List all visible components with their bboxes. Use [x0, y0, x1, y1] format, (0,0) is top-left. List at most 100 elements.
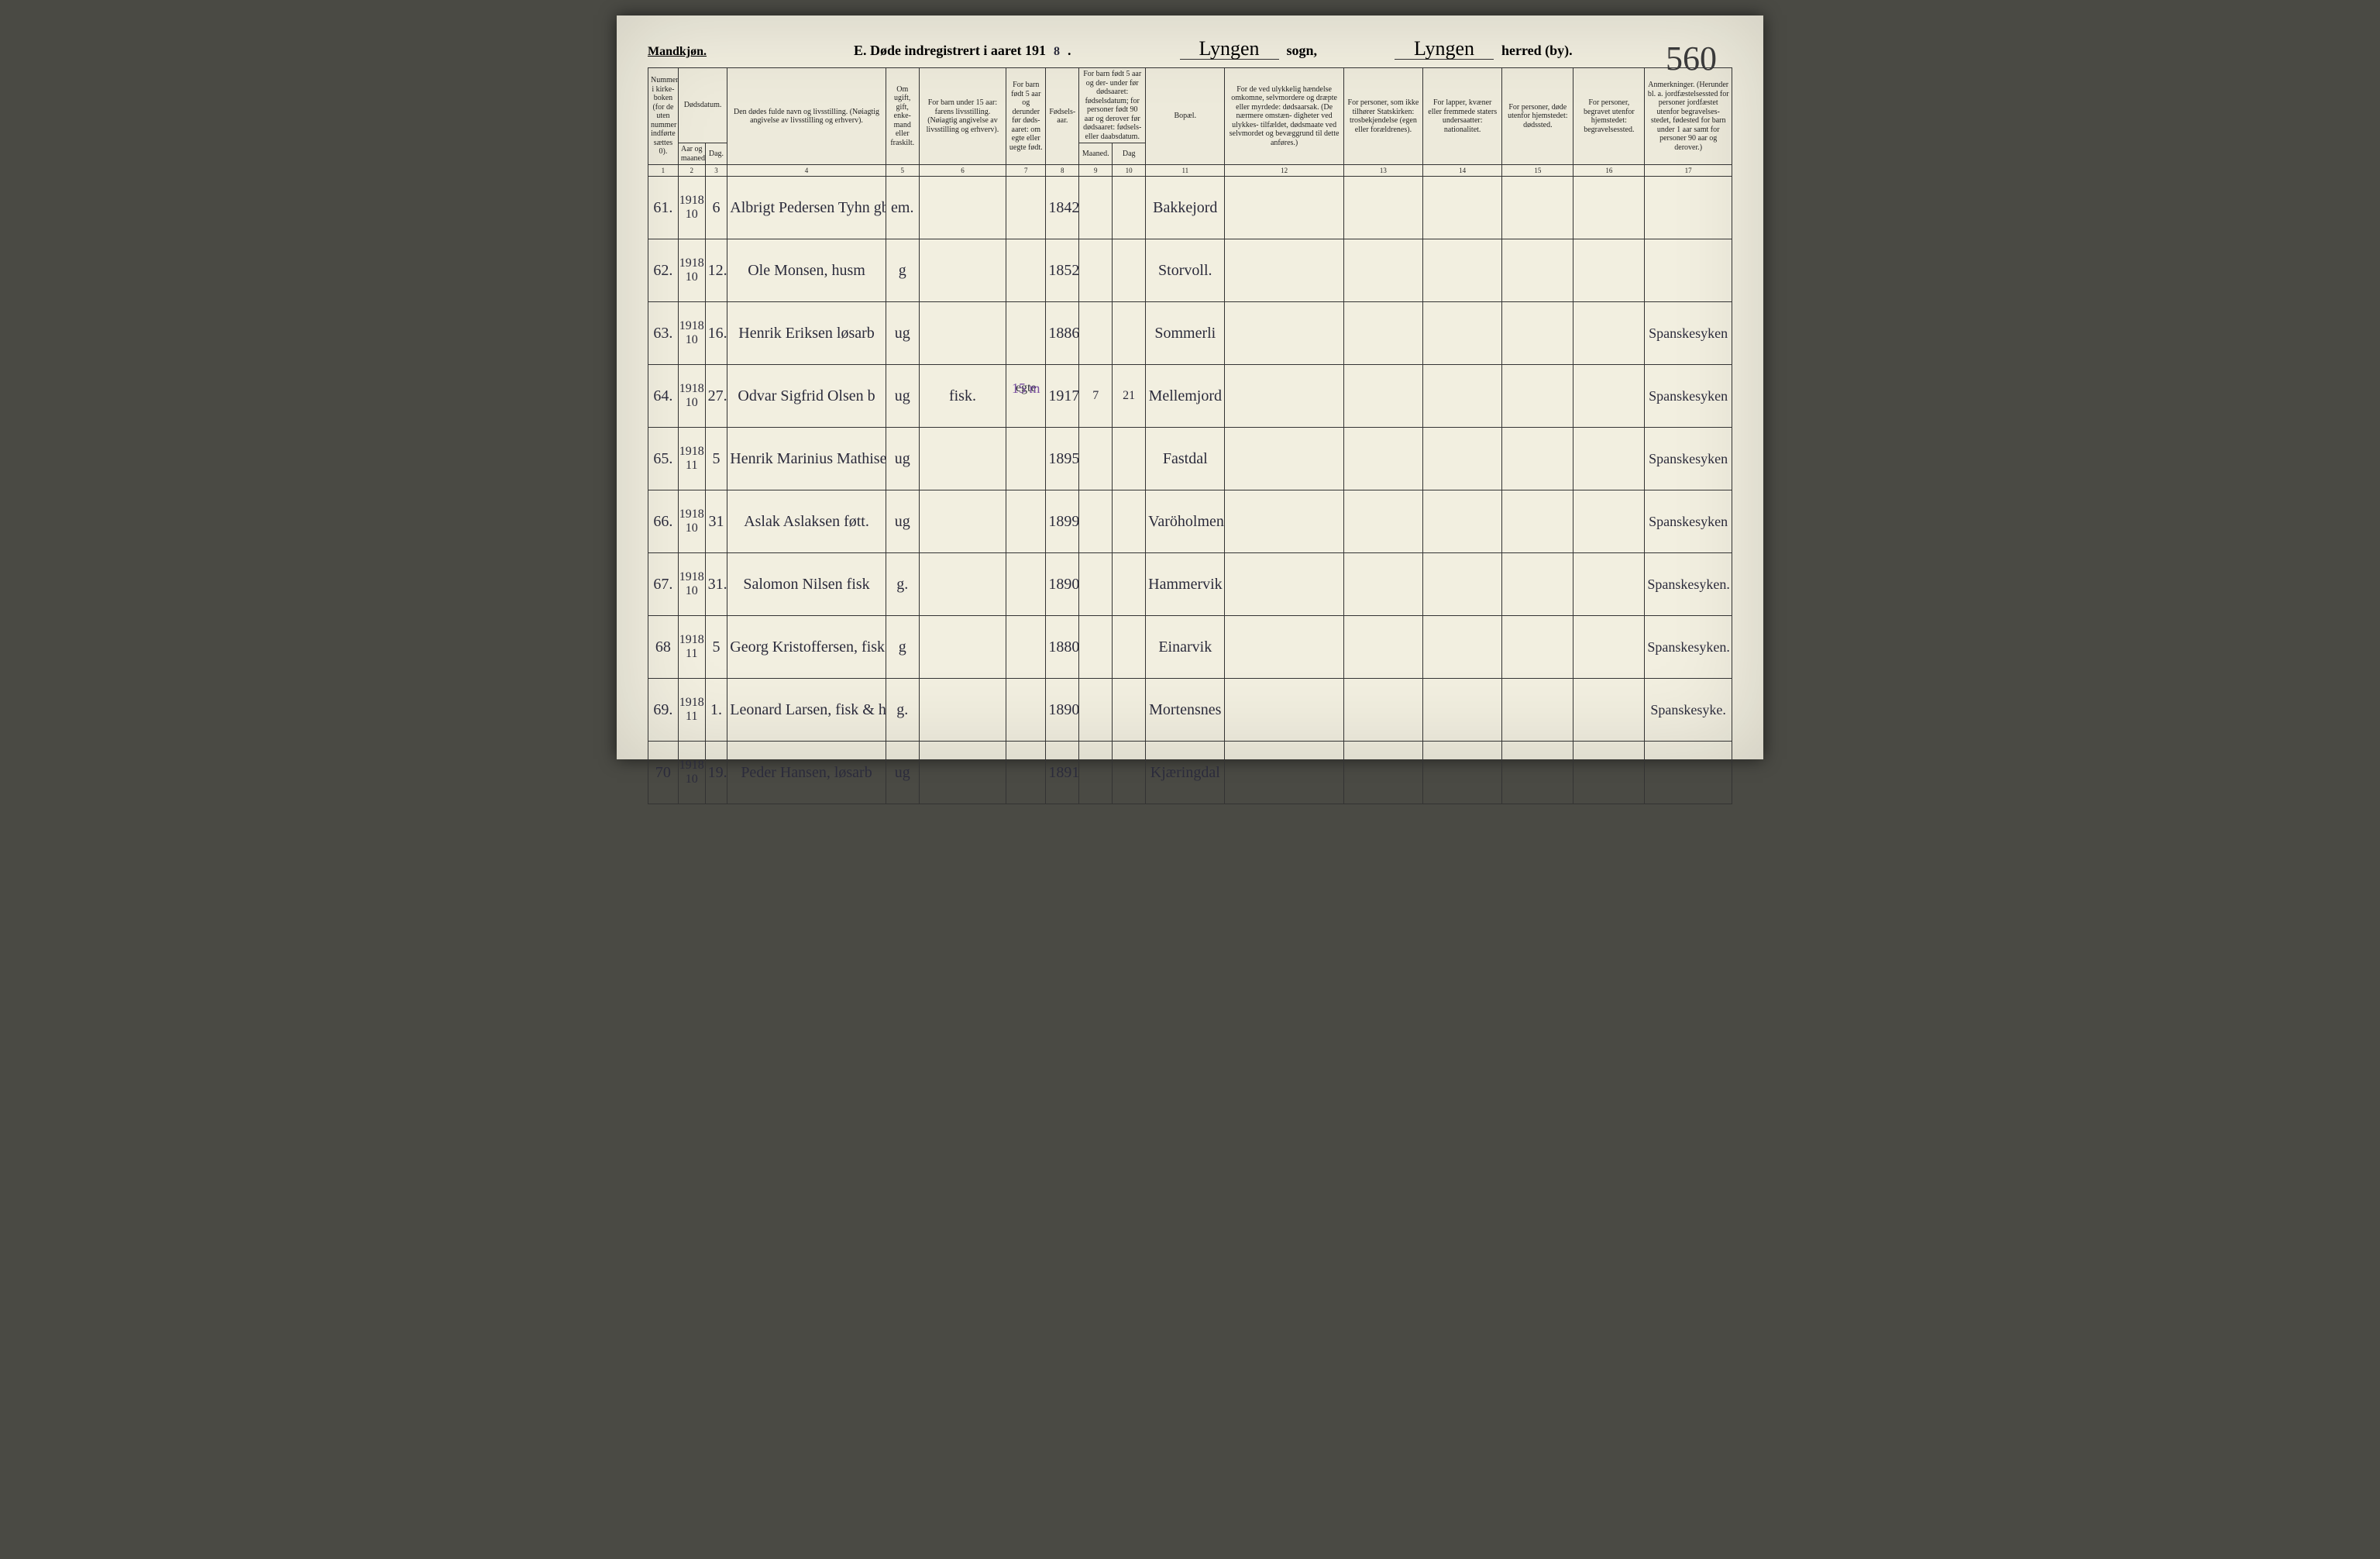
table-cell — [1006, 679, 1046, 742]
column-header: For barn under 15 aar: farens livsstilli… — [919, 68, 1006, 165]
table-cell: 62. — [648, 239, 679, 302]
column-number: 3 — [705, 165, 727, 177]
table-cell — [1502, 239, 1573, 302]
table-cell: 191811 — [678, 679, 705, 742]
table-cell — [1079, 679, 1113, 742]
remark: Spanskesyken — [1649, 388, 1728, 404]
table-cell — [1343, 239, 1422, 302]
table-cell — [1079, 302, 1113, 365]
remark: Spanskesyken — [1649, 514, 1728, 529]
table-cell — [1225, 428, 1343, 490]
table-cell: 5 — [705, 428, 727, 490]
column-header: Om ugift, gift, enke- mand eller fraskil… — [886, 68, 919, 165]
table-cell: 191810 — [678, 365, 705, 428]
table-cell — [919, 490, 1006, 553]
table-cell — [1113, 616, 1146, 679]
table-cell: Storvoll. — [1146, 239, 1225, 302]
table-cell: Spanskesyken — [1645, 302, 1732, 365]
table-cell: 1880 — [1046, 616, 1079, 679]
table-cell — [1225, 742, 1343, 804]
table-cell: 1891 — [1046, 742, 1079, 804]
table-cell — [1645, 239, 1732, 302]
table-cell: Mortensnes — [1146, 679, 1225, 742]
column-number: 10 — [1113, 165, 1146, 177]
table-cell: g. — [886, 553, 919, 616]
table-cell: g — [886, 616, 919, 679]
table-cell: ug — [886, 302, 919, 365]
table-cell: 1890 — [1046, 553, 1079, 616]
table-cell — [919, 616, 1006, 679]
table-cell — [919, 239, 1006, 302]
table-cell: 63. — [648, 302, 679, 365]
table-cell: 21 — [1113, 365, 1146, 428]
table-cell: 64. — [648, 365, 679, 428]
table-cell: Leonard Larsen, fisk & hm — [727, 679, 886, 742]
table-cell: Ole Monsen, husm — [727, 239, 886, 302]
table-cell: 191811 — [678, 428, 705, 490]
year-suffix: 8 — [1054, 46, 1060, 58]
table-cell: Spanskesyken — [1645, 428, 1732, 490]
column-number: 16 — [1573, 165, 1645, 177]
table-cell — [1573, 553, 1645, 616]
column-header: Bopæl. — [1146, 68, 1225, 165]
table-cell: 31 — [705, 490, 727, 553]
row-number: 66. — [653, 513, 672, 530]
table-cell: Varöholmen — [1146, 490, 1225, 553]
table-cell — [1423, 428, 1502, 490]
table-cell — [1343, 302, 1422, 365]
table-cell — [1423, 365, 1502, 428]
table-cell — [1079, 742, 1113, 804]
header-row-1: Nummer i kirke- boken (for de uten numme… — [648, 68, 1732, 143]
table-cell: 1895 — [1046, 428, 1079, 490]
table-cell — [1423, 616, 1502, 679]
residence: Varöholmen — [1148, 513, 1224, 530]
column-number: 13 — [1343, 165, 1422, 177]
column-number: 8 — [1046, 165, 1079, 177]
table-cell: Aslak Aslaksen føtt. — [727, 490, 886, 553]
residence: Fastdal — [1163, 450, 1208, 467]
table-cell — [1423, 490, 1502, 553]
table-cell: 1842 — [1046, 177, 1079, 239]
table-cell: 68 — [648, 616, 679, 679]
table-cell: ug — [886, 428, 919, 490]
table-cell — [1573, 177, 1645, 239]
column-header: For personer, som ikke tilhører Statskir… — [1343, 68, 1422, 165]
table-cell: Mellemjord — [1146, 365, 1225, 428]
column-number: 5 — [886, 165, 919, 177]
table-cell — [1113, 239, 1146, 302]
column-header: For de ved ulykkelig hændelse omkomne, s… — [1225, 68, 1343, 165]
table-row: 65.1918115Henrik Marinius Mathisen fisku… — [648, 428, 1732, 490]
column-header: Dag. — [705, 143, 727, 165]
remark: Spanskesyken — [1649, 325, 1728, 341]
table-cell — [1573, 679, 1645, 742]
table-cell — [1225, 553, 1343, 616]
residence: Einarvik — [1158, 638, 1212, 656]
table-cell — [1343, 490, 1422, 553]
table-cell — [1343, 616, 1422, 679]
table-cell — [1423, 239, 1502, 302]
table-row: 66.19181031Aslak Aslaksen føtt.ug1899Var… — [648, 490, 1732, 553]
table-cell — [1006, 490, 1046, 553]
column-number: 17 — [1645, 165, 1732, 177]
table-cell: ug — [886, 365, 919, 428]
table-cell — [1573, 239, 1645, 302]
herred-value: Lyngen — [1395, 39, 1494, 60]
table-cell — [1079, 553, 1113, 616]
table-cell — [1079, 428, 1113, 490]
deceased-name: Leonard Larsen, fisk & hm — [730, 701, 886, 718]
residence: Hammervik — [1148, 576, 1223, 593]
table-cell — [1502, 490, 1573, 553]
table-cell — [1113, 553, 1146, 616]
table-cell — [1502, 302, 1573, 365]
table-cell — [1113, 177, 1146, 239]
table-cell: Spanskesyke. — [1645, 679, 1732, 742]
table-row: 69.1918111.Leonard Larsen, fisk & hmg.18… — [648, 679, 1732, 742]
table-cell: 19. — [705, 742, 727, 804]
deceased-name: Georg Kristoffersen, fisk & hm — [730, 638, 886, 656]
table-cell — [1423, 302, 1502, 365]
table-cell: ug — [886, 490, 919, 553]
table-cell: 6 — [705, 177, 727, 239]
table-cell — [1006, 302, 1046, 365]
table-body: 61.1918106Albrigt Pedersen Tyhn gbr.em.1… — [648, 177, 1732, 804]
table-cell: 191811 — [678, 616, 705, 679]
